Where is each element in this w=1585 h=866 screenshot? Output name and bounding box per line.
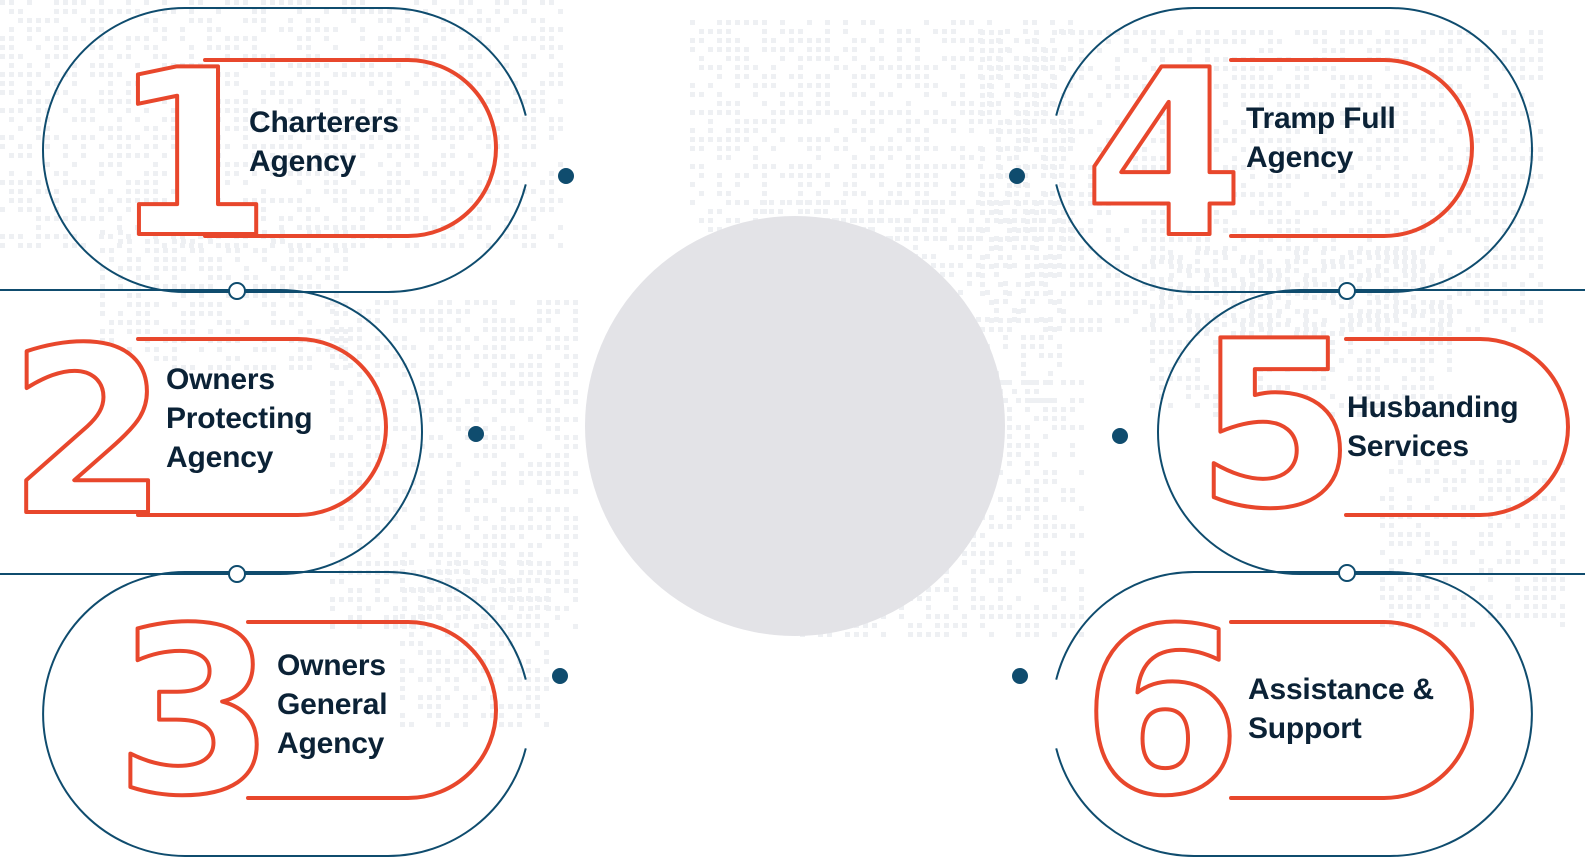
outer-ring-1-arc (42, 7, 527, 293)
outer-ring-5 (1157, 289, 1585, 575)
pointer-dot-5 (1112, 428, 1128, 444)
outer-ring-5-arc (1157, 289, 1585, 575)
number-5-outline: 5 (1196, 293, 1356, 560)
connector-ring-5-6 (1338, 564, 1356, 582)
service-label-assistance-support: Assistance & Support (1248, 673, 1435, 745)
number-4-outline: 4 (1084, 22, 1244, 289)
number-2-outline: 2 (8, 300, 168, 567)
connector-ring-2-3 (228, 565, 246, 583)
number-pill-2 (136, 337, 388, 517)
outer-ring-3-arc (42, 571, 527, 857)
pointer-dot-4 (1009, 168, 1025, 184)
pointer-dot-3 (552, 668, 568, 684)
outer-ring-2-arc (0, 289, 423, 575)
number-6-outline: 6 (1082, 580, 1242, 847)
pointer-dot-1 (558, 168, 574, 184)
number-pill-6 (1229, 620, 1474, 800)
number-pill-4 (1229, 58, 1474, 238)
service-label-tramp-full-agency: Tramp Full Agency (1246, 102, 1396, 174)
outer-ring-6 (1055, 571, 1533, 857)
outer-ring-4-arc (1055, 7, 1533, 293)
pointer-dot-2 (468, 426, 484, 442)
outer-ring-3 (42, 571, 527, 857)
number-pill-3 (246, 620, 498, 800)
connector-ring-4-5 (1338, 282, 1356, 300)
outer-ring-6-arc (1055, 571, 1533, 857)
connector-ring-1-2 (228, 282, 246, 300)
number-pill-1 (203, 58, 498, 238)
pointer-dot-6 (1012, 668, 1028, 684)
number-3-outline: 3 (115, 580, 275, 847)
number-1-outline: 1 (112, 22, 272, 289)
world-map-dots (0, 0, 1565, 727)
service-label-owners-general-agency: Owners General Agency (277, 649, 388, 760)
service-label-charterers-agency: Charterers Agency (249, 106, 399, 178)
number-pill-5 (1344, 337, 1570, 517)
outer-ring-1 (42, 7, 527, 293)
outer-ring-2 (0, 289, 423, 575)
outer-ring-4 (1055, 7, 1533, 293)
center-circle (585, 216, 1005, 636)
service-label-husbanding-services: Husbanding Services (1347, 391, 1519, 463)
service-label-owners-protecting-agency: Owners Protecting Agency (166, 363, 313, 474)
